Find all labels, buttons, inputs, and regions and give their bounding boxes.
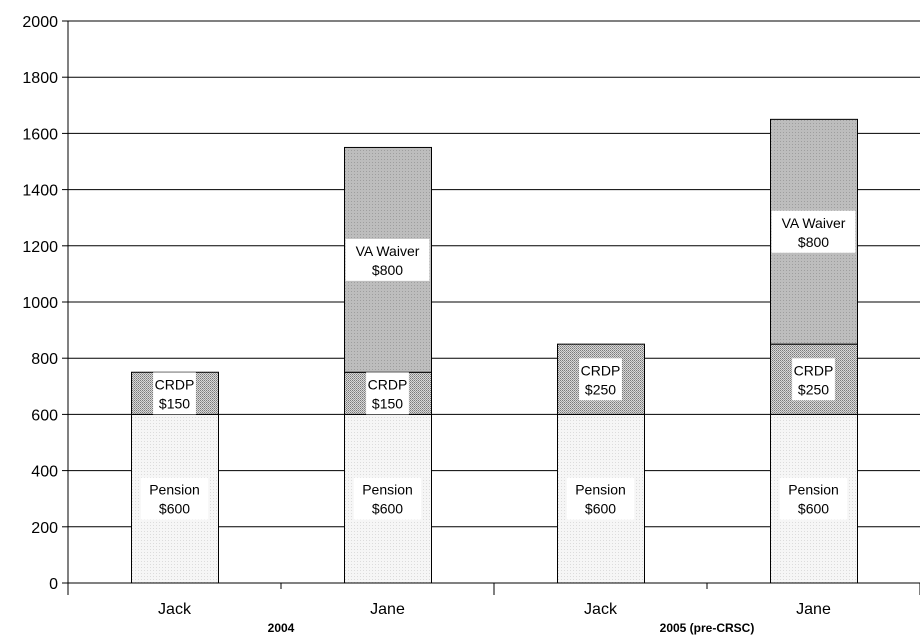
data-label-line2: $800 — [372, 262, 403, 278]
data-label-box — [140, 477, 209, 520]
data-label-line2: $600 — [159, 501, 190, 517]
data-label-box — [353, 477, 422, 520]
data-label-line1: CRDP — [581, 362, 621, 378]
data-label-line1: VA Waiver — [782, 215, 846, 231]
data-label-line1: Pension — [788, 482, 839, 498]
data-label-line1: VA Waiver — [356, 243, 420, 259]
data-label-box — [771, 210, 856, 253]
x-category-label: Jack — [158, 601, 192, 618]
x-category-label: Jack — [584, 601, 618, 618]
data-label-line1: CRDP — [155, 376, 195, 392]
data-label-box — [366, 372, 409, 415]
data-label-line1: Pension — [149, 482, 200, 498]
data-label-line1: CRDP — [794, 362, 834, 378]
y-tick-label: 1000 — [22, 295, 58, 312]
data-label-line2: $800 — [798, 234, 829, 250]
x-group-label: 2005 (pre-CRSC) — [660, 621, 755, 635]
data-label-line1: Pension — [362, 482, 413, 498]
x-group-label: 2004 — [268, 621, 295, 635]
y-tick-label: 600 — [31, 407, 58, 424]
data-label-box — [792, 358, 835, 401]
data-label-line2: $250 — [585, 381, 616, 397]
y-tick-label: 200 — [31, 520, 58, 537]
data-label-box — [153, 372, 196, 415]
y-tick-label: 1600 — [22, 126, 58, 143]
x-category-label: Jane — [796, 601, 831, 618]
y-tick-label: 400 — [31, 464, 58, 481]
data-label-line1: Pension — [575, 482, 626, 498]
y-tick-label: 1800 — [22, 70, 58, 87]
data-label-line2: $600 — [585, 501, 616, 517]
data-label-line2: $250 — [798, 381, 829, 397]
data-label-line2: $150 — [372, 395, 403, 411]
data-label-line2: $600 — [372, 501, 403, 517]
data-label-line1: CRDP — [368, 376, 408, 392]
y-tick-label: 1200 — [22, 239, 58, 256]
x-category-label: Jane — [370, 601, 405, 618]
y-tick-label: 0 — [49, 576, 58, 593]
data-label-box — [566, 477, 635, 520]
data-label-line2: $150 — [159, 395, 190, 411]
data-label-box — [779, 477, 848, 520]
data-label-line2: $600 — [798, 501, 829, 517]
data-label-box — [345, 238, 430, 281]
y-tick-label: 1400 — [22, 183, 58, 200]
y-tick-label: 800 — [31, 351, 58, 368]
data-label-box — [579, 358, 622, 401]
y-tick-label: 2000 — [22, 14, 58, 31]
